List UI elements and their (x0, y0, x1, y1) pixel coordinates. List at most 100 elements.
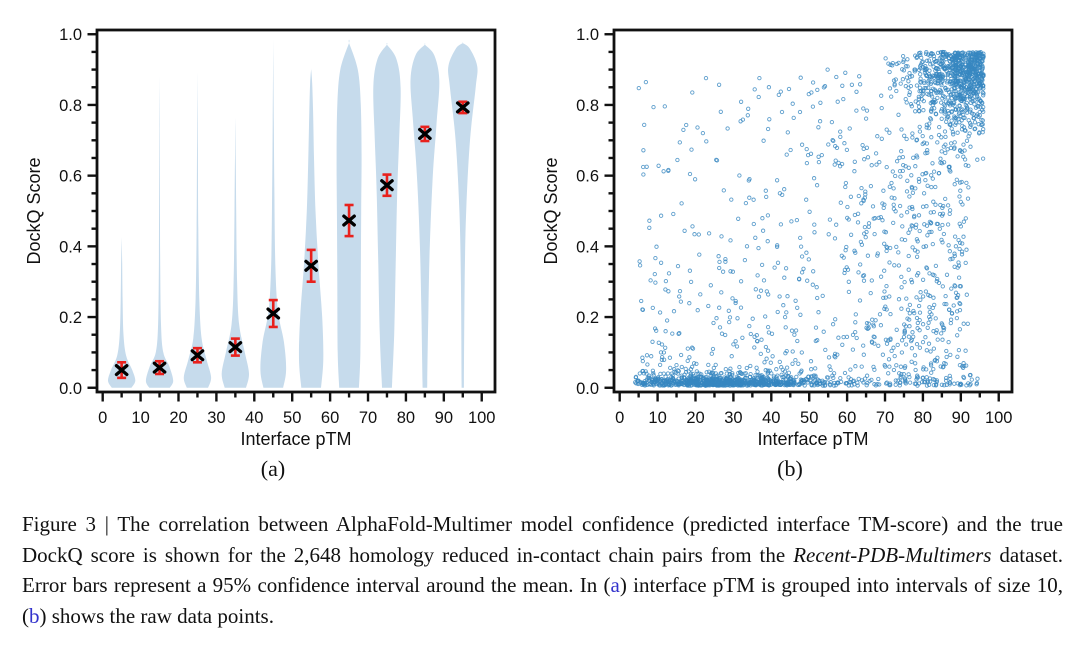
scatter-point (684, 122, 689, 128)
scatter-point (955, 354, 960, 359)
scatter-point (904, 100, 909, 105)
scatter-point (833, 317, 838, 322)
scatter-point (957, 83, 962, 89)
scatter-point (651, 371, 656, 376)
scatter-point (752, 345, 757, 350)
scatter-point (863, 235, 868, 240)
scatter-point (961, 142, 966, 147)
scatter-point (717, 325, 723, 330)
scatter-point (948, 376, 953, 381)
scatter-point (789, 375, 794, 380)
scatter-point (907, 194, 912, 199)
scatter-point (696, 232, 701, 237)
scatter-point (728, 269, 733, 274)
scatter-point (902, 279, 907, 285)
scatter-point (778, 222, 784, 227)
scatter-point (957, 300, 962, 306)
scatter-point (901, 371, 906, 377)
scatter-point (819, 152, 824, 158)
scatter-point (720, 269, 726, 274)
scatter-point (690, 224, 695, 229)
scatter-point (957, 246, 962, 252)
scatter-point (883, 364, 888, 369)
scatter-point (716, 254, 721, 259)
scatter-point (866, 224, 871, 229)
scatter-point (923, 51, 929, 56)
x-tick-label: 50 (800, 409, 818, 427)
scatter-point (897, 155, 902, 160)
scatter-point (937, 226, 942, 231)
scatter-point (921, 244, 926, 249)
scatter-point (744, 244, 750, 249)
scatter-point (972, 102, 977, 107)
scatter-point (794, 217, 800, 223)
scatter-point (898, 376, 903, 381)
scatter-point (940, 240, 945, 245)
scatter-point (941, 231, 947, 237)
scatter-point (923, 85, 929, 91)
violin-shape (373, 43, 401, 388)
x-tick-label: 20 (169, 409, 187, 427)
scatter-point (723, 366, 728, 372)
scatter-point (861, 343, 866, 348)
scatter-point (911, 308, 916, 314)
caption-ref-a-link[interactable]: a (610, 573, 620, 597)
scatter-point (953, 244, 959, 249)
scatter-point (906, 267, 911, 272)
scatter-point (929, 173, 934, 178)
scatter-point (958, 284, 963, 289)
scatter-point (855, 211, 861, 216)
scatter-point (903, 64, 909, 69)
scatter-point (975, 376, 980, 381)
scatter-point (765, 324, 771, 330)
scatter-point (928, 361, 934, 366)
scatter-point (853, 320, 858, 325)
x-tick-label: 100 (468, 409, 496, 427)
scatter-point (646, 373, 652, 378)
scatter-point (644, 353, 650, 358)
scatter-point (706, 231, 712, 236)
scatter-point (899, 371, 904, 377)
scatter-point (764, 356, 769, 361)
scatter-point (913, 361, 918, 366)
scatter-point (972, 84, 977, 90)
scatter-point (935, 355, 940, 360)
scatter-point (785, 130, 790, 135)
x-tick-label: 40 (245, 409, 263, 427)
scatter-point (692, 232, 697, 237)
scatter-point (912, 381, 918, 386)
scatter-point (690, 90, 695, 95)
scatter-point (807, 209, 812, 214)
scatter-point (961, 219, 967, 224)
scatter-point (968, 70, 973, 75)
scatter-point (893, 77, 898, 82)
scatter-point (942, 111, 947, 116)
scatter-point (955, 333, 960, 338)
scatter-point (899, 213, 904, 218)
scatter-point (952, 145, 957, 150)
scatter-point (952, 116, 957, 121)
scatter-point (945, 222, 951, 227)
scatter-point (963, 348, 968, 353)
x-tick-label: 70 (876, 409, 894, 427)
scatter-point (787, 382, 792, 388)
scatter-point (687, 301, 692, 306)
scatter-point (927, 73, 933, 79)
y-tick-label: 0.2 (59, 309, 82, 327)
scatter-point (775, 243, 780, 248)
scatter-point (959, 179, 964, 185)
caption-ref-b-link[interactable]: b (29, 603, 40, 628)
scatter-point (956, 53, 961, 58)
scatter-point (901, 68, 907, 73)
scatter-point (711, 370, 716, 376)
scatter-point (851, 378, 857, 383)
scatter-point (843, 70, 848, 75)
scatter-point (834, 74, 839, 80)
scatter-point (701, 382, 706, 388)
scatter-point (957, 103, 962, 109)
scatter-point (929, 94, 935, 99)
scatter-point (677, 140, 682, 145)
scatter-point (926, 58, 932, 63)
scatter-point (936, 71, 942, 77)
scatter-point (927, 305, 932, 310)
